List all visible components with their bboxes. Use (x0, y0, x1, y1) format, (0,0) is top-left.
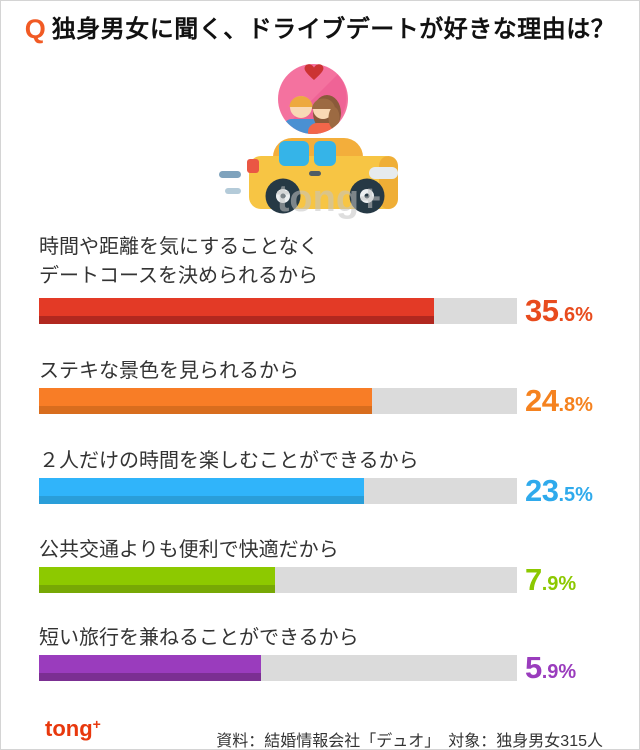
page-title-text: 独身男女に聞く、ドライブデートが好きな理由は？ (51, 16, 616, 43)
heart-icon (304, 64, 324, 80)
rear-wheel-icon (265, 178, 301, 214)
bar-fill-shade (39, 673, 261, 681)
page-title: Q 独身男女に聞く、ドライブデートが好きな理由は？ (1, 13, 639, 49)
chart-row: ２人だけの時間を楽しむことができるから 23.5% (39, 447, 609, 506)
car-icon (219, 138, 398, 214)
value-decimal: .6% (558, 304, 593, 326)
bar-label: ステキな景色を見られるから (39, 357, 609, 386)
value-label: 5.9% (525, 652, 576, 684)
bar-fill (39, 298, 434, 324)
tongplus-logo-text: tong (45, 716, 93, 741)
value-integer: 7 (525, 562, 542, 597)
bar-track (39, 478, 517, 504)
front-wheel-icon (349, 178, 385, 214)
value-label: 7.9% (525, 564, 576, 596)
source-note: 資料：結婚情報会社「デュオ」 対象：独身男女315人 (216, 733, 603, 750)
bar-track (39, 388, 517, 414)
bar-fill-shade (39, 316, 434, 324)
bar-fill-main (39, 655, 261, 673)
bar-label-line: 時間や距離を気にすることなく (39, 236, 319, 258)
bar-fill-shade (39, 406, 373, 414)
bar-fill-shade (39, 496, 365, 504)
bar-label: 公共交通よりも便利で快適だから (39, 536, 609, 565)
value-label: 35.6% (525, 295, 593, 327)
chart-row: 短い旅行を兼ねることができるから 5.9% (39, 624, 609, 683)
bar-label: 時間や距離を気にすることなく デートコースを決められるから (39, 233, 609, 291)
bar-fill-main (39, 478, 365, 496)
bar-fill (39, 388, 373, 414)
bar-fill-main (39, 298, 434, 316)
tongplus-logo: tong+ (45, 717, 101, 740)
bar-label-line: デートコースを決められるから (39, 265, 318, 287)
value-decimal: .8% (558, 394, 593, 416)
bar-label-line: ２人だけの時間を楽しむことができるから (39, 450, 419, 472)
value-label: 24.8% (525, 385, 593, 417)
bar-fill (39, 655, 261, 681)
bar-track (39, 298, 517, 324)
couple-car-illustration: tong+ (219, 64, 398, 220)
bar-track (39, 655, 517, 681)
bar-fill (39, 567, 276, 593)
bar-fill (39, 478, 365, 504)
value-integer: 5 (525, 650, 542, 685)
bar-label-line: 公共交通よりも便利で快適だから (39, 539, 339, 561)
value-decimal: .9% (541, 573, 577, 595)
watermark-text: tong+ (277, 178, 381, 220)
value-integer: 23 (525, 473, 559, 508)
chart-row: 時間や距離を気にすることなく デートコースを決められるから 35.6% (39, 233, 609, 326)
bar-fill-main (39, 567, 276, 585)
value-label: 23.5% (525, 475, 593, 507)
chart-row: 公共交通よりも便利で快適だから 7.9% (39, 536, 609, 595)
value-integer: 35 (525, 293, 559, 328)
speed-lines-icon (219, 171, 241, 194)
tongplus-logo-plus: + (92, 716, 101, 732)
q-mark: Q (24, 14, 46, 44)
value-integer: 24 (525, 383, 559, 418)
couple-avatar-icon (278, 64, 348, 134)
bar-track (39, 567, 517, 593)
value-decimal: .5% (558, 484, 593, 506)
bar-fill-main (39, 388, 373, 406)
bar-label-line: ステキな景色を見られるから (39, 360, 299, 382)
value-decimal: .9% (541, 661, 577, 683)
bar-fill-shade (39, 585, 276, 593)
bar-label: 短い旅行を兼ねることができるから (39, 624, 609, 653)
bar-label-line: 短い旅行を兼ねることができるから (39, 627, 359, 649)
bar-label: ２人だけの時間を楽しむことができるから (39, 447, 609, 476)
chart-row: ステキな景色を見られるから 24.8% (39, 357, 609, 416)
